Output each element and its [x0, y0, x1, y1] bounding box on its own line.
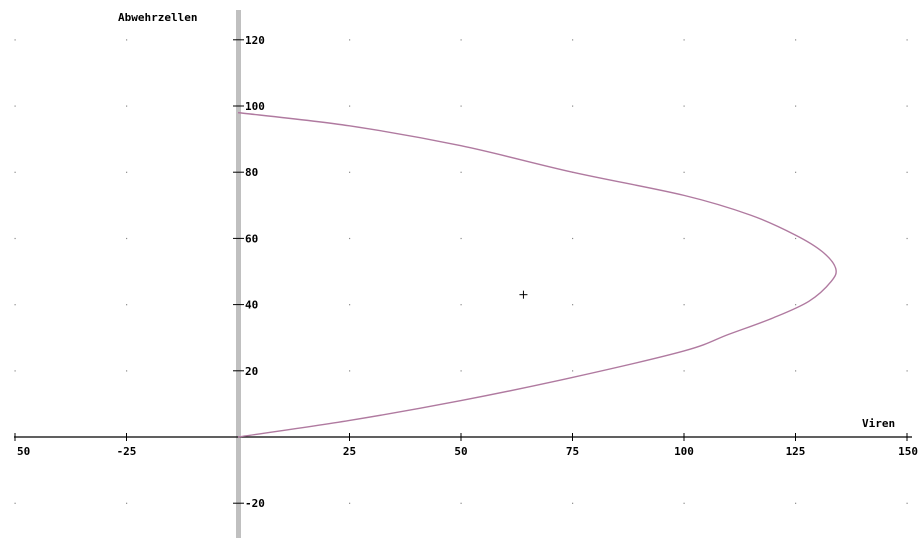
y-tick-label: 40: [245, 299, 258, 312]
grid-dot: [14, 105, 16, 107]
grid-dot: [572, 39, 574, 41]
grid-dot: [126, 171, 128, 173]
grid-dot: [572, 304, 574, 306]
grid-dot: [572, 370, 574, 372]
x-tick-label: 75: [566, 445, 579, 458]
grid-dot: [460, 171, 462, 173]
x-axis-title: Viren: [862, 417, 895, 430]
grid-dot: [795, 237, 797, 240]
grid-dot: [14, 304, 16, 306]
y-tick-label: 20: [245, 365, 258, 378]
y-axis-band: [236, 10, 241, 538]
x-tick-label: 50: [454, 445, 467, 458]
grid-dot: [683, 502, 685, 504]
grid-dot: [683, 39, 685, 41]
grid-dot: [126, 370, 128, 372]
grid-dot: [572, 237, 574, 240]
grid-dot: [906, 105, 908, 107]
grid-dot: [349, 304, 351, 306]
grid-dot: [460, 39, 462, 41]
grid-dot: [349, 171, 351, 173]
grid-dot: [683, 304, 685, 306]
grid-dot: [572, 105, 574, 107]
grid-dot: [795, 171, 797, 173]
grid-dot: [14, 237, 16, 240]
grid-dot: [683, 237, 685, 240]
grid-dot: [572, 502, 574, 504]
grid-dot: [14, 370, 16, 372]
grid-dot: [14, 39, 16, 41]
x-tick-label: 50: [17, 445, 30, 458]
x-tick-label: 100: [674, 445, 694, 458]
grid-dot: [349, 237, 351, 240]
grid-dot: [906, 370, 908, 372]
grid-dot: [795, 39, 797, 41]
y-axis-ticks: 120 100 80 60 40 20 -20: [233, 34, 265, 510]
grid-dot: [126, 304, 128, 306]
grid-dot: [126, 39, 128, 41]
grid-dot: [460, 304, 462, 306]
grid-dot: [126, 502, 128, 504]
y-tick-label: 120: [245, 34, 265, 47]
y-tick-label: 80: [245, 166, 258, 179]
grid-dot: [906, 171, 908, 173]
x-tick-label: -25: [117, 445, 137, 458]
grid-dot: [906, 237, 908, 240]
grid-dot: [795, 502, 797, 504]
y-tick-label: -20: [245, 497, 265, 510]
grid-dot: [906, 502, 908, 504]
equilibrium-marker: [519, 290, 528, 299]
grid-dot: [460, 237, 462, 240]
grid-dot: [349, 105, 351, 107]
grid-dot: [795, 304, 797, 306]
x-tick-label: 150: [898, 445, 918, 458]
grid-dot: [349, 39, 351, 41]
grid-dot: [349, 502, 351, 504]
grid-dot: [795, 370, 797, 372]
grid-dot: [460, 502, 462, 504]
grid-dot: [126, 105, 128, 107]
x-axis-ticks: 50 -25 25 50 75 100 125 150: [14, 433, 918, 458]
grid-dot: [460, 370, 462, 372]
y-tick-label: 60: [245, 232, 258, 245]
trajectory-curve: [237, 111, 837, 438]
grid-dot: [683, 370, 685, 372]
grid-dot: [795, 105, 797, 107]
grid-dot: [683, 171, 685, 173]
x-tick-label: 25: [343, 445, 356, 458]
grid-dot: [14, 502, 16, 504]
grid-dot: [126, 237, 128, 240]
grid-dot: [460, 105, 462, 107]
grid-dot: [906, 39, 908, 41]
y-tick-label: 100: [245, 100, 265, 113]
grid-dot: [14, 171, 16, 173]
x-tick-label: 125: [786, 445, 806, 458]
y-axis-title: Abwehrzellen: [118, 11, 197, 24]
grid-dot: [349, 370, 351, 372]
grid-dot: [906, 304, 908, 306]
grid-dot: [683, 105, 685, 107]
